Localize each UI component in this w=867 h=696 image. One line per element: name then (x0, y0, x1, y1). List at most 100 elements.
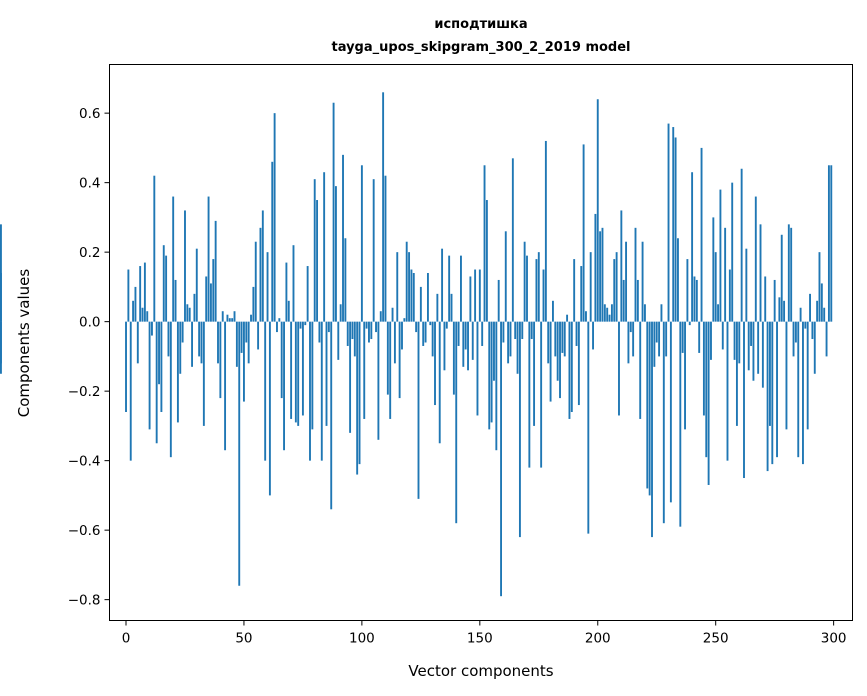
bar (769, 321, 771, 426)
bar (339, 304, 342, 322)
bar (483, 165, 486, 322)
bar (316, 200, 319, 322)
bar (511, 158, 514, 322)
bar (219, 321, 222, 399)
bar (632, 321, 635, 357)
bar (478, 269, 481, 322)
bar (278, 318, 281, 322)
bar (266, 252, 269, 322)
bar (643, 304, 646, 322)
bar (537, 252, 540, 322)
bar (318, 321, 321, 343)
bar (766, 321, 769, 472)
bar (485, 200, 488, 322)
bar (516, 321, 519, 374)
x-tick-label: 250 (703, 631, 729, 647)
bar (334, 186, 337, 322)
y-tick-label: −0.2 (68, 384, 101, 400)
bar (294, 321, 297, 423)
bar (264, 321, 267, 461)
bar (695, 279, 698, 322)
bar (559, 321, 561, 399)
bar (771, 321, 774, 465)
bar (209, 283, 212, 322)
bar (566, 314, 569, 322)
bar (610, 304, 613, 322)
bar (464, 321, 467, 350)
bar (811, 321, 814, 340)
bar (297, 321, 300, 426)
bar (415, 321, 418, 333)
bar (561, 321, 564, 353)
bar (457, 321, 460, 346)
bar (552, 300, 554, 322)
bar (445, 321, 448, 329)
bar (717, 304, 719, 322)
bar (509, 321, 512, 357)
bar (700, 147, 703, 322)
bar (540, 321, 543, 468)
bar (702, 321, 705, 416)
bar (436, 293, 439, 322)
bar (714, 252, 717, 322)
bar (589, 252, 592, 322)
x-tick-label: 150 (467, 631, 493, 647)
bar (247, 321, 250, 364)
bar (292, 245, 295, 322)
bar (585, 311, 587, 322)
y-tick-label: 0.6 (79, 106, 100, 122)
bar (325, 321, 328, 426)
bar (217, 321, 219, 364)
bar (710, 321, 712, 360)
bar (785, 321, 788, 430)
bar (747, 321, 750, 371)
bar (627, 321, 630, 364)
bar (174, 279, 177, 322)
bar (731, 182, 734, 322)
bar (735, 321, 738, 426)
x-tick-label: 200 (585, 631, 611, 647)
bar (184, 210, 186, 322)
bar (679, 321, 682, 527)
bar (141, 307, 144, 322)
bar (169, 321, 172, 458)
bar (327, 321, 330, 333)
bar (158, 321, 160, 385)
bar (455, 321, 458, 524)
bar (573, 259, 576, 322)
bar (809, 293, 811, 322)
bar (398, 321, 401, 399)
bar (669, 321, 672, 503)
bar (705, 321, 708, 458)
bar (148, 321, 151, 430)
bar (651, 321, 653, 538)
bar (257, 321, 260, 350)
bar (823, 307, 826, 322)
bar (662, 321, 665, 524)
bar (129, 321, 132, 461)
bar (460, 255, 462, 322)
bar (198, 321, 201, 357)
bar (431, 321, 434, 357)
bar (469, 276, 472, 322)
bar (582, 144, 585, 322)
bar (405, 241, 408, 322)
bar (393, 321, 396, 364)
bar (419, 286, 422, 322)
bar (259, 227, 262, 322)
y-tick-label: 0.4 (79, 176, 100, 192)
bar (568, 321, 571, 419)
bar (674, 137, 677, 322)
bar (386, 321, 389, 395)
bar (535, 259, 538, 322)
bar-series (0, 92, 833, 597)
bar (226, 314, 229, 322)
bar (153, 175, 156, 322)
bar (797, 321, 800, 458)
bar (205, 276, 208, 322)
x-axis-ticks: 0 50 100 150 200 250 300 (122, 620, 847, 647)
bar (606, 307, 609, 322)
bar (471, 321, 474, 360)
bar (533, 321, 536, 426)
bar (136, 321, 139, 364)
